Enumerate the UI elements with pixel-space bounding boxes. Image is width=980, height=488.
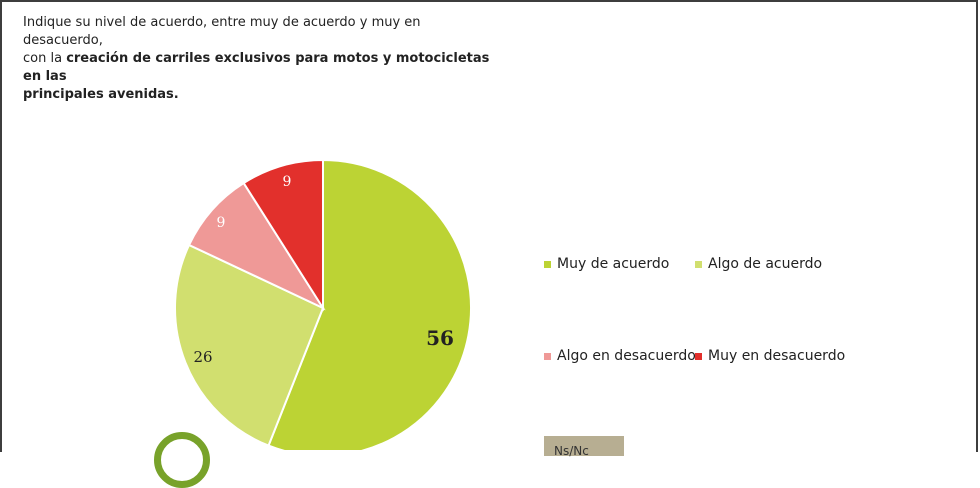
legend-label-algo-de-acuerdo: Algo de acuerdo xyxy=(708,256,823,272)
legend-item-muy-en-desacuerdo: Muy en desacuerdo xyxy=(695,348,845,364)
question-line-1: Indique su nivel de acuerdo, entre muy d… xyxy=(23,15,421,48)
pie-data-label-algo-de-acuerdo: 26 xyxy=(193,348,212,366)
legend-item-muy-de-acuerdo: Muy de acuerdo xyxy=(544,256,669,272)
legend-swatch-algo-de-acuerdo xyxy=(695,260,702,268)
question-line-2-bold: creación de carriles exclusivos para mot… xyxy=(23,51,490,84)
pie-slice-muy-de-acuerdo xyxy=(267,158,472,450)
pie-slice-algo-de-acuerdo xyxy=(174,243,325,447)
legend-swatch-algo-en-desacuerdo xyxy=(544,352,551,360)
pie-data-label-muy-en-desacuerdo: 9 xyxy=(283,174,292,190)
legend-item-algo-en-desacuerdo: Algo en desacuerdo xyxy=(544,348,696,364)
pie-slice-muy-en-desacuerdo xyxy=(242,158,324,312)
chart-frame xyxy=(0,0,978,452)
question-line-3-bold: principales avenidas. xyxy=(23,87,179,102)
question-text: Indique su nivel de acuerdo, entre muy d… xyxy=(23,14,503,104)
question-line-2-prefix: con la xyxy=(23,51,67,66)
legend-label-muy-en-desacuerdo: Muy en desacuerdo xyxy=(708,348,846,364)
legend-label-algo-en-desacuerdo: Algo en desacuerdo xyxy=(557,348,696,364)
pie-data-label-algo-en-desacuerdo: 9 xyxy=(217,215,226,231)
pie-slice-algo-en-desacuerdo xyxy=(187,181,326,311)
legend-item-algo-de-acuerdo: Algo de acuerdo xyxy=(695,256,822,272)
pie-data-label-muy-de-acuerdo: 56 xyxy=(426,326,454,350)
ns-nc-label: Ns/Nc xyxy=(554,444,589,458)
pie-chart: 56 26 9 9 xyxy=(174,158,472,450)
legend-swatch-muy-de-acuerdo xyxy=(544,260,551,268)
legend-swatch-muy-en-desacuerdo xyxy=(695,352,702,360)
ring-icon xyxy=(154,432,210,488)
legend-label-muy-de-acuerdo: Muy de acuerdo xyxy=(557,256,670,272)
